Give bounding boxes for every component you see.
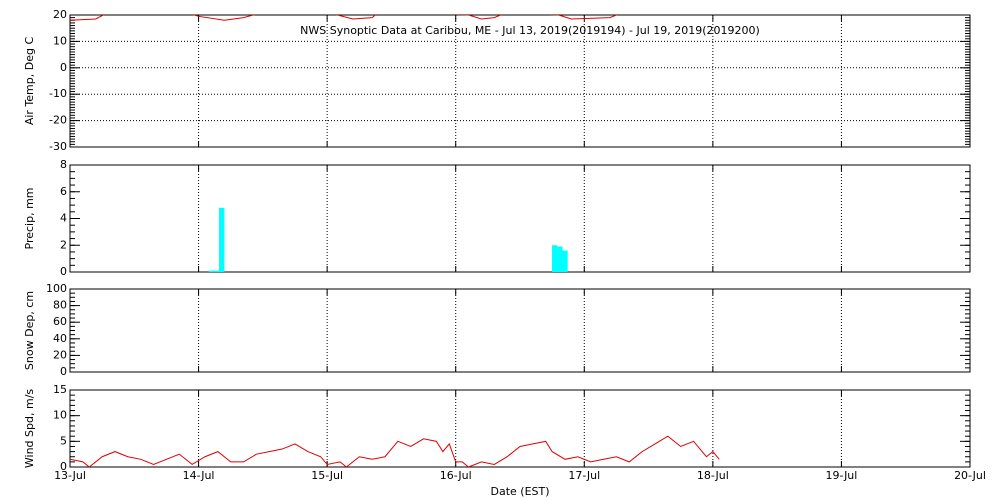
y-tick-label: 10 xyxy=(53,34,67,47)
y-tick-label: 20 xyxy=(53,8,67,21)
y-tick-label: -10 xyxy=(49,87,67,100)
plot-frame xyxy=(69,164,971,273)
y-axis-label: Wind Spd, m/s xyxy=(23,389,36,469)
y-tick-label: 10 xyxy=(53,409,67,422)
bar xyxy=(208,270,215,272)
bar xyxy=(219,207,225,272)
plot-frame xyxy=(69,14,971,148)
chart-title: NWS Synoptic Data at Caribou, ME - Jul 1… xyxy=(300,24,760,37)
x-tick-label: 19-Jul xyxy=(825,469,857,482)
y-tick-label: -30 xyxy=(49,140,67,153)
plot-frame xyxy=(69,389,971,468)
x-tick-label: 13-Jul xyxy=(54,469,86,482)
y-tick-label: 2 xyxy=(60,238,67,251)
y-tick-label: 6 xyxy=(60,185,67,198)
x-tick-label: 17-Jul xyxy=(568,469,600,482)
y-axis-label: Snow Dep, cm xyxy=(23,291,36,370)
y-tick-label: 8 xyxy=(60,158,67,171)
x-tick-label: 16-Jul xyxy=(440,469,472,482)
y-tick-label: 15 xyxy=(53,383,67,396)
y-tick-label: 40 xyxy=(53,332,67,345)
y-tick-label: 0 xyxy=(60,265,67,278)
x-tick-label: 20-Jul xyxy=(954,469,986,482)
y-tick-label: 80 xyxy=(53,299,67,312)
y-tick-label: 0 xyxy=(60,460,67,473)
y-axis-label: Air Temp, Deg C xyxy=(23,37,36,126)
bar xyxy=(557,246,563,272)
y-axis-label: Precip, mm xyxy=(23,188,36,250)
bar xyxy=(562,250,568,272)
y-tick-label: 0 xyxy=(60,365,67,378)
y-tick-label: 0 xyxy=(60,61,67,74)
y-tick-label: 100 xyxy=(46,282,67,295)
x-tick-label: 14-Jul xyxy=(183,469,215,482)
data-line xyxy=(70,15,618,21)
y-tick-label: 60 xyxy=(53,315,67,328)
data-line xyxy=(70,435,720,467)
x-tick-label: 15-Jul xyxy=(311,469,343,482)
y-tick-label: 20 xyxy=(53,348,67,361)
x-tick-label: 18-Jul xyxy=(697,469,729,482)
y-tick-label: 4 xyxy=(60,212,67,225)
bar xyxy=(213,270,220,272)
x-axis-label: Date (EST) xyxy=(490,485,549,498)
y-tick-label: -20 xyxy=(49,114,67,127)
y-tick-label: 5 xyxy=(60,434,67,447)
bar xyxy=(552,245,558,272)
plot-frame xyxy=(69,288,971,373)
